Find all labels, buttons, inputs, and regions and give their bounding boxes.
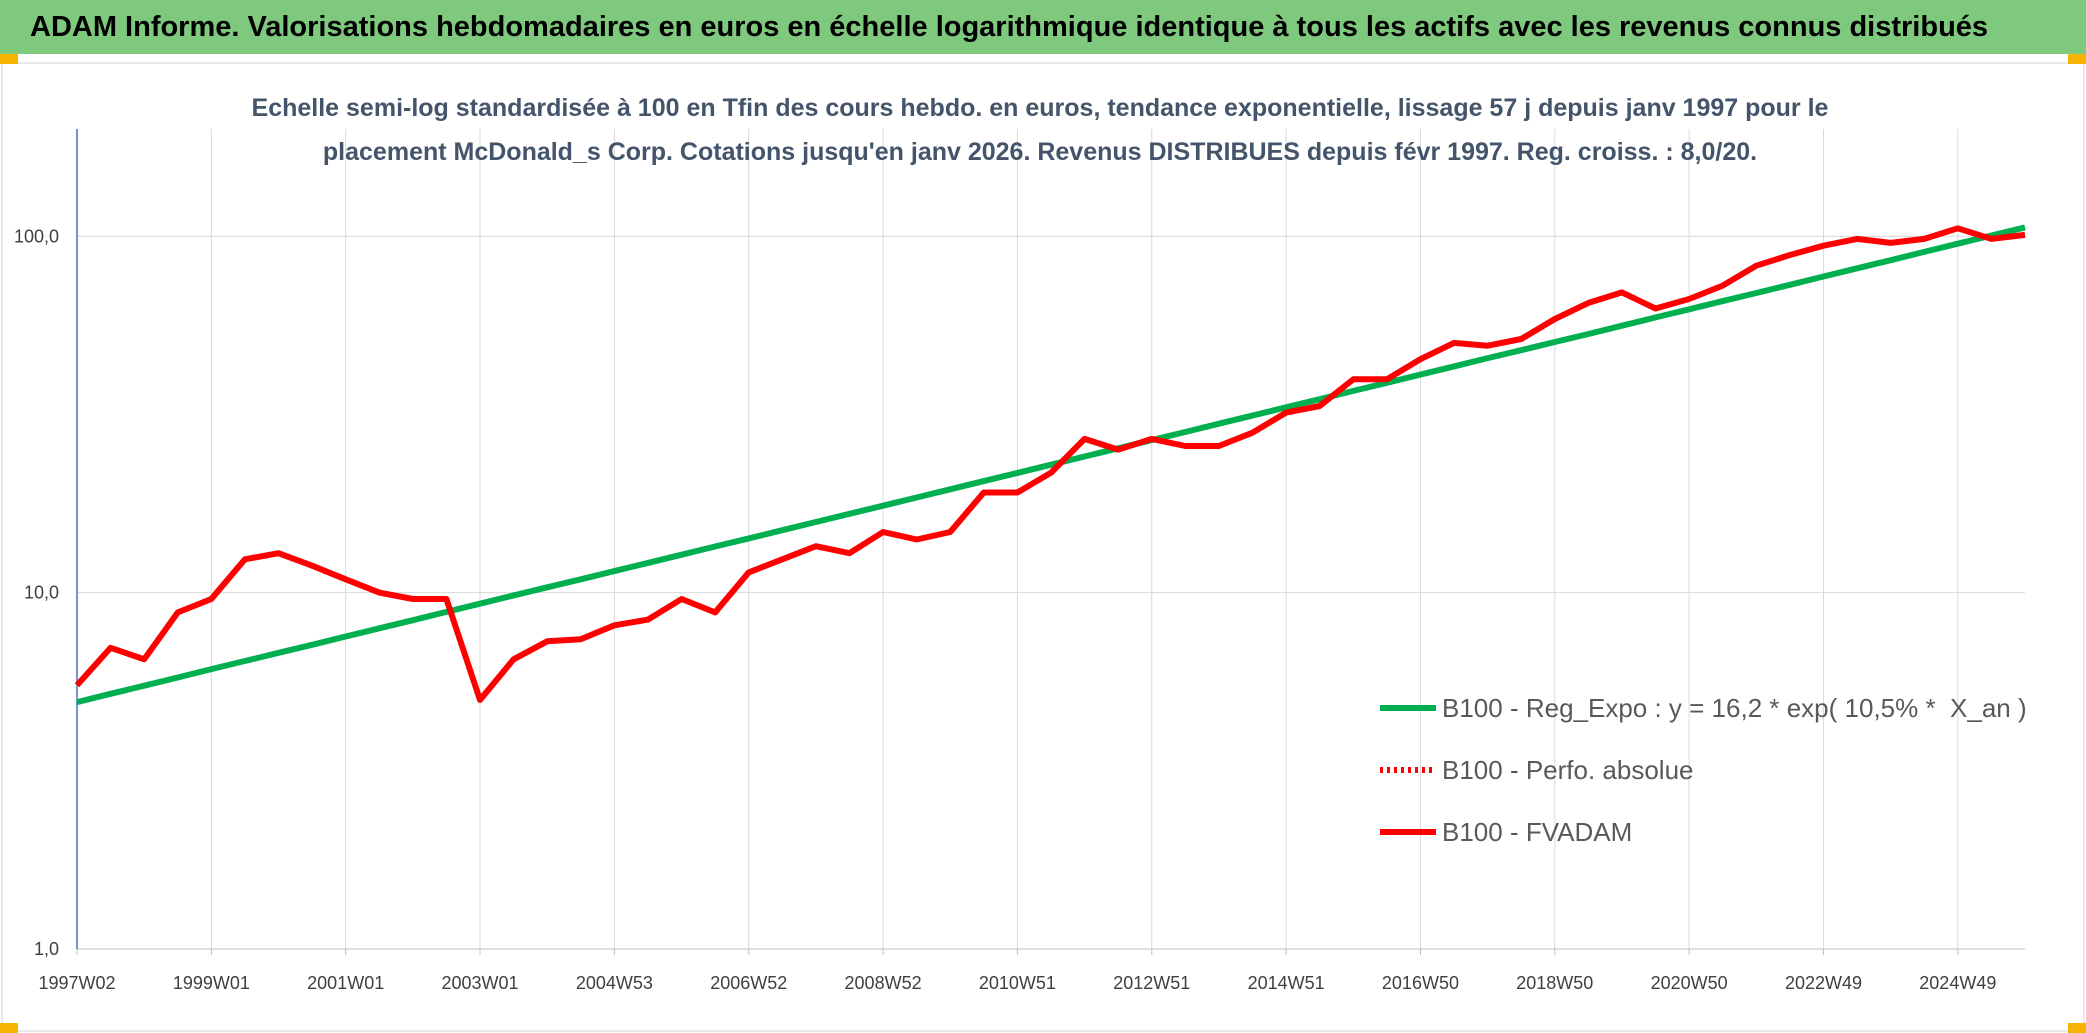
y-tick-label: 100,0 (14, 226, 59, 246)
x-tick-label: 2004W53 (576, 973, 653, 993)
legend-label: B100 - Perfo. absolue (1442, 755, 1694, 785)
x-tick-label: 2024W49 (1919, 973, 1996, 993)
x-tick-label: 1999W01 (173, 973, 250, 993)
corner (0, 54, 18, 64)
corner (2068, 1023, 2086, 1033)
x-tick-label: 2001W01 (307, 973, 384, 993)
y-tick-label: 10,0 (24, 583, 59, 603)
corner (2068, 54, 2086, 64)
legend-label: B100 - FVADAM (1442, 817, 1632, 847)
legend-label: B100 - Reg_Expo : y = 16,2 * exp( 10,5% … (1442, 693, 2027, 723)
series-line (74, 225, 2026, 703)
x-tick-label: 2006W52 (710, 973, 787, 993)
subtitle: Echelle semi-log standardisée à 100 en T… (251, 94, 1829, 166)
y-tick-label: 1,0 (34, 939, 59, 959)
x-tick-label: 2012W51 (1113, 973, 1190, 993)
x-tick-label: 2008W52 (845, 973, 922, 993)
x-tick-label: 2022W49 (1785, 973, 1862, 993)
header: ADAM Informe. Valorisations hebdomadaire… (0, 0, 2086, 54)
series-line (76, 224, 2026, 706)
x-tick-label: 2016W50 (1382, 973, 1459, 993)
x-tick-label: 2003W01 (442, 973, 519, 993)
frame (1, 62, 2085, 1032)
x-tick-label: 2020W50 (1651, 973, 1728, 993)
x-tick-label: 1997W02 (38, 973, 115, 993)
x-tick-label: 2018W50 (1516, 973, 1593, 993)
x-tick-label: 2010W51 (979, 973, 1056, 993)
corner (0, 1023, 18, 1033)
x-tick-label: 2014W51 (1248, 973, 1325, 993)
